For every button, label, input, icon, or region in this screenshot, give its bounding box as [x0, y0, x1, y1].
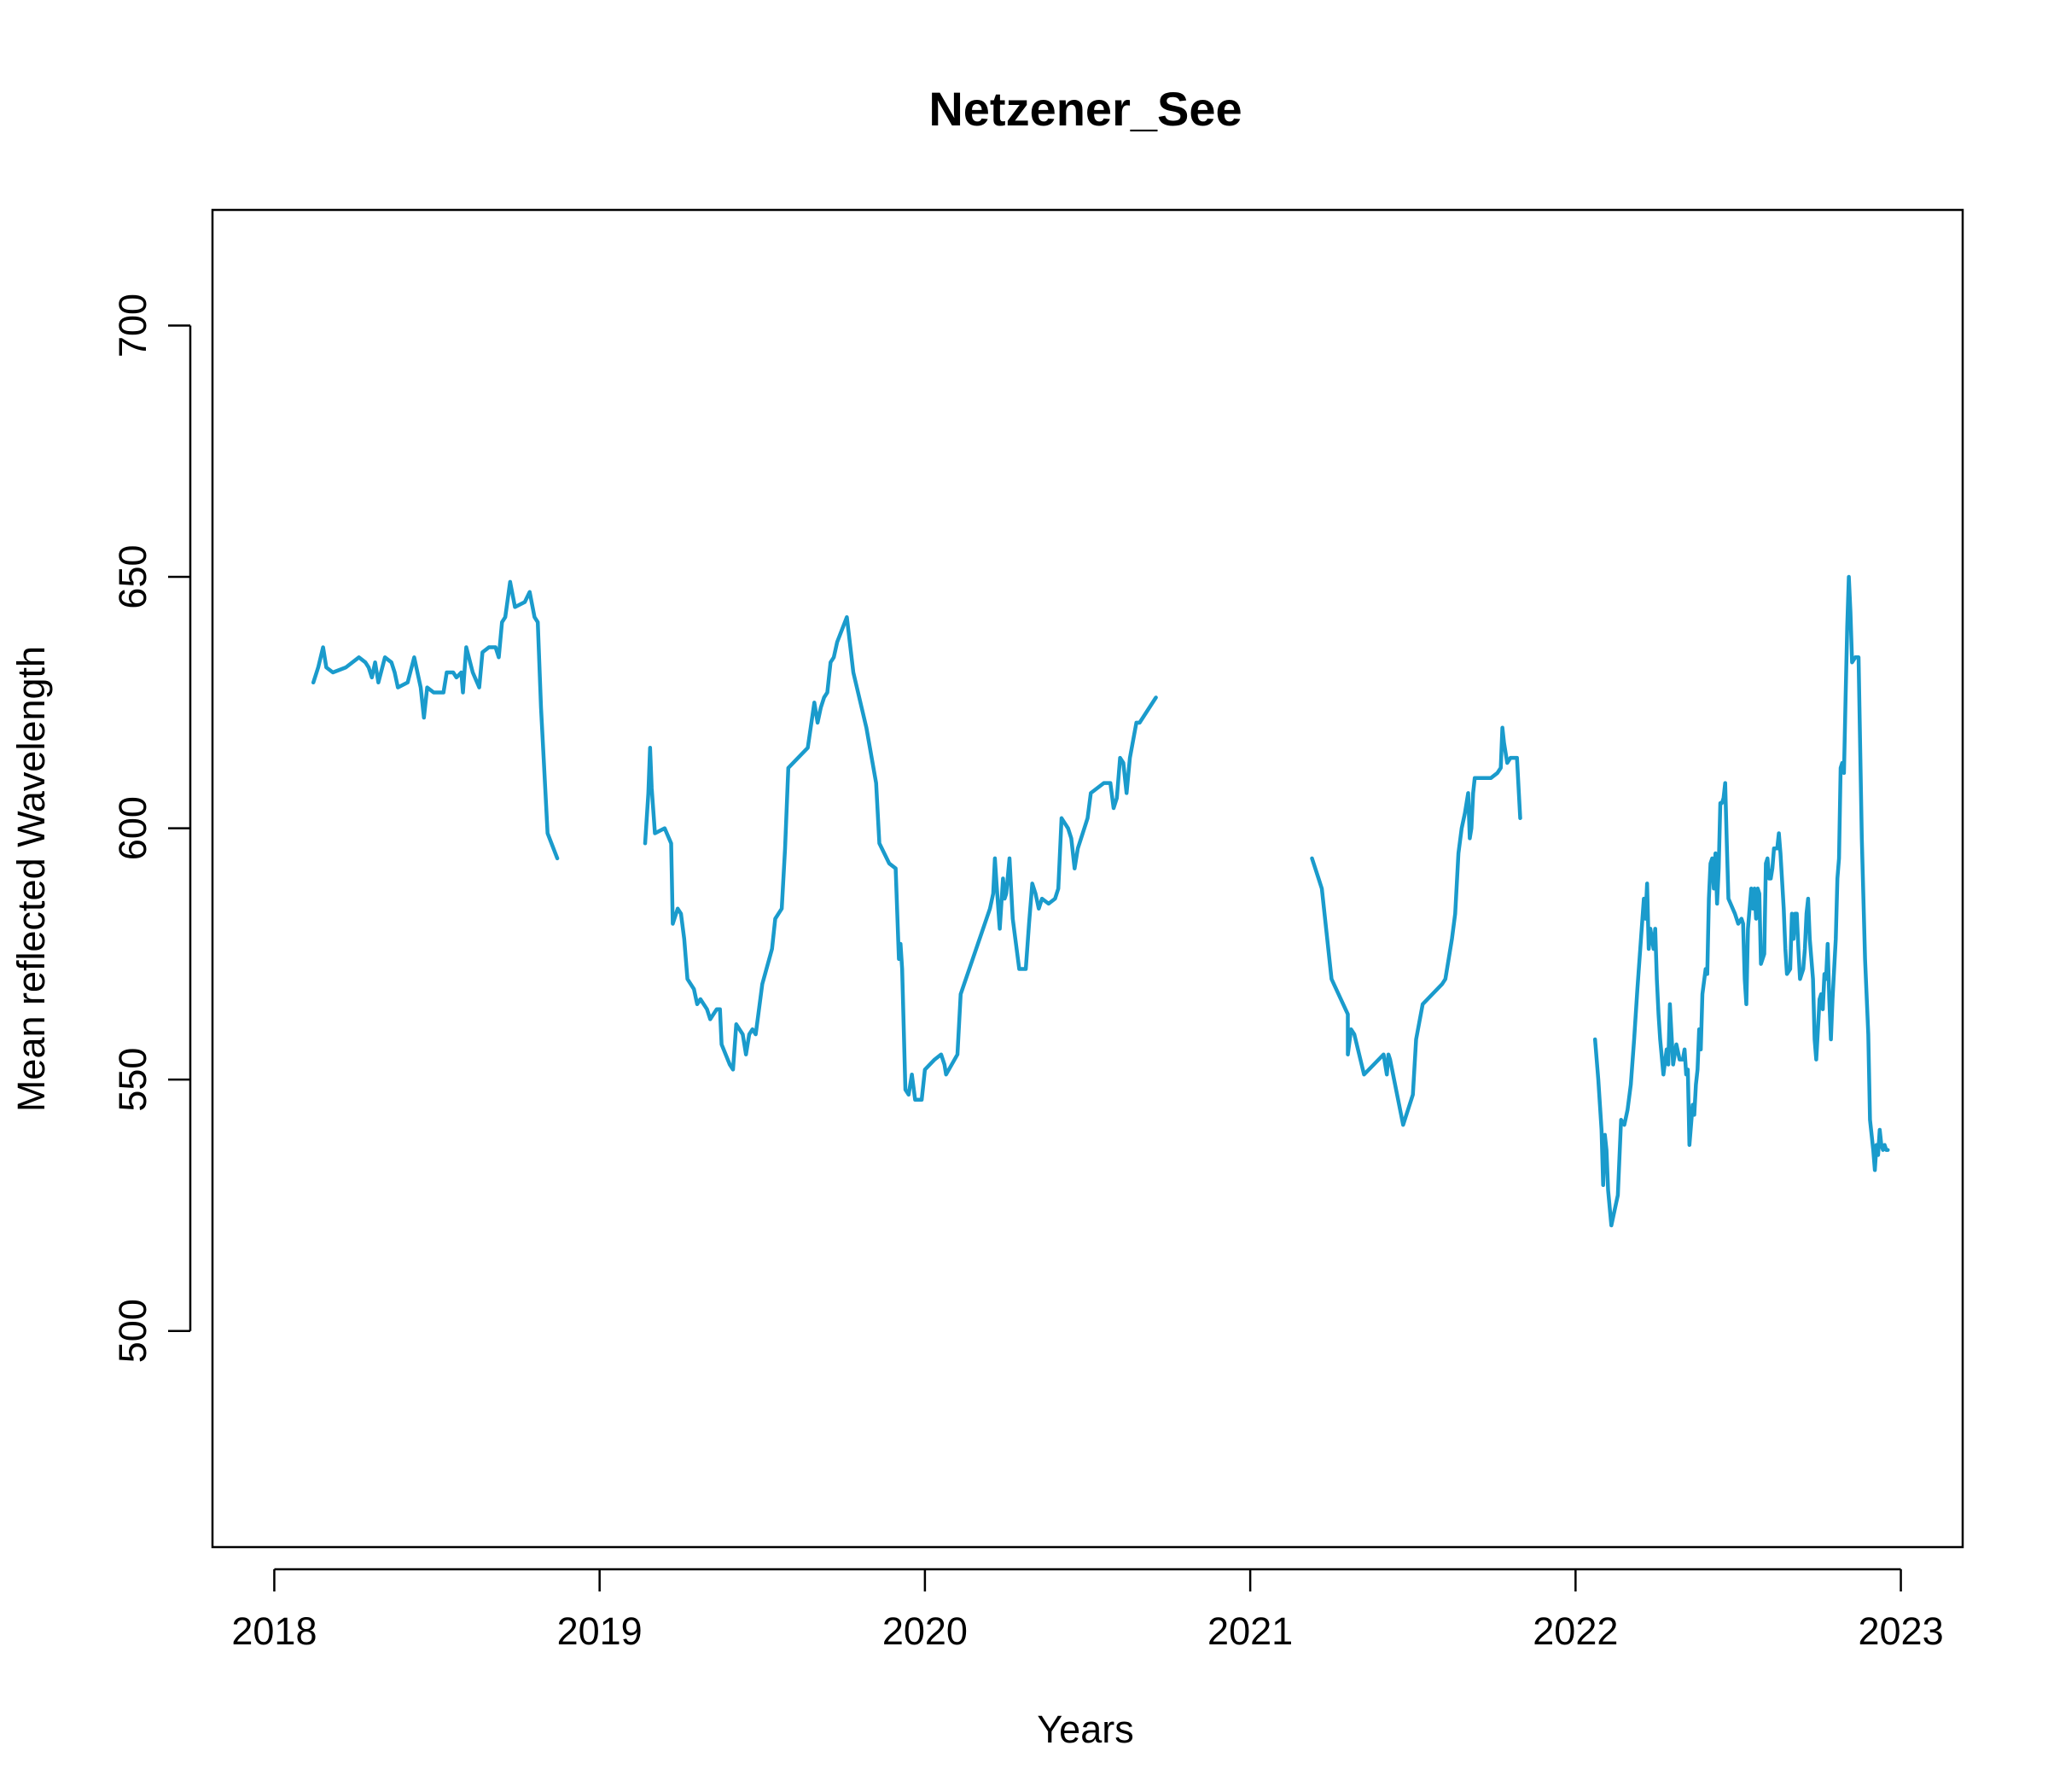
- series-layer: [311, 574, 1890, 1228]
- series-line-1-segment-1: [311, 579, 560, 861]
- x-tick-label: 2023: [1859, 1609, 1944, 1653]
- x-axis-label: Years: [1037, 1708, 1133, 1751]
- y-tick-label: 550: [111, 1048, 154, 1112]
- series-line-3-segment-1: [1592, 574, 1890, 1228]
- x-tick-label: 2020: [882, 1609, 968, 1653]
- y-tick-label: 700: [111, 294, 154, 358]
- y-tick-label: 650: [111, 544, 154, 608]
- y-tick-label: 500: [111, 1299, 154, 1363]
- x-tick-label: 2021: [1207, 1609, 1293, 1653]
- plot-area: [211, 208, 1964, 1549]
- x-tick-label: 2019: [557, 1609, 643, 1653]
- y-axis-label: Mean reflected Wavelength: [9, 646, 53, 1112]
- x-tick-label: 2022: [1533, 1609, 1618, 1653]
- series-line-2-segment-1: [1310, 725, 1522, 1127]
- x-tick-label: 2018: [231, 1609, 317, 1653]
- y-axis: 500 550 600 650 700: [111, 294, 192, 1363]
- chart-title: Netzener_See: [928, 82, 1242, 136]
- y-tick-label: 600: [111, 796, 154, 860]
- x-axis: 2018 2019 2020 2021 2022 2023: [231, 1568, 1944, 1653]
- series-line-1-segment-2: [643, 614, 1158, 1102]
